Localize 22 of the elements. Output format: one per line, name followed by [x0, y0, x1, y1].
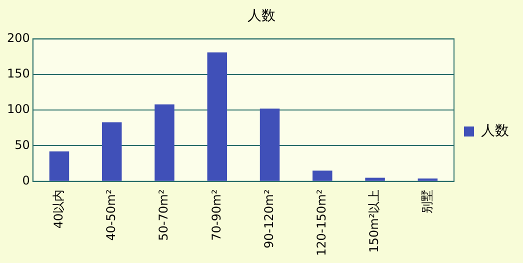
y-tick-label: 150: [7, 66, 30, 81]
x-tick-label: 40-50m²: [104, 189, 118, 241]
y-tick-label: 50: [14, 138, 30, 152]
chart-title: 人数: [248, 8, 276, 24]
bar: [312, 170, 332, 181]
x-tick-label: 70-90m²: [209, 189, 224, 241]
bar: [154, 104, 174, 181]
bar: [207, 52, 228, 181]
legend-label: 人数: [481, 123, 509, 140]
x-tick-label: 别墅: [420, 189, 434, 214]
bar: [365, 178, 385, 181]
bar: [102, 122, 122, 181]
x-tick-label: 50-70m²: [156, 189, 171, 241]
bar: [49, 151, 70, 181]
x-tick-label: 120-150m²: [314, 189, 329, 256]
y-tick-label: 100: [7, 102, 30, 116]
y-tick-label: 0: [22, 173, 30, 188]
y-tick-label: 200: [7, 30, 30, 45]
x-tick-label: 150m²以上: [367, 189, 382, 253]
bar: [260, 108, 280, 181]
x-tick-label: 90-120m²: [262, 189, 276, 248]
x-tick-label: 40以内: [51, 189, 66, 229]
